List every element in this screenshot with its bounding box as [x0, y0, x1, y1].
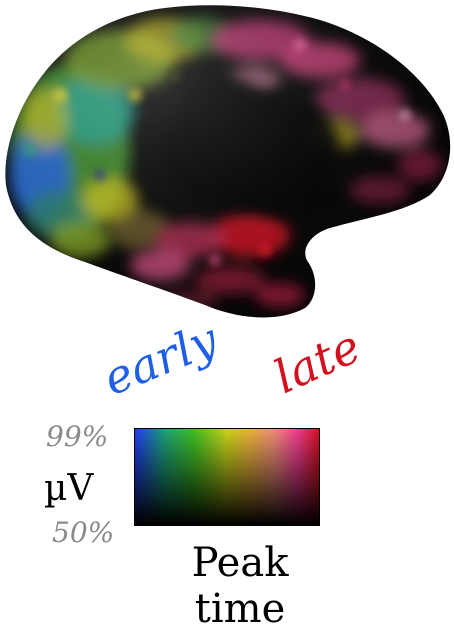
cortex-shape — [5, 5, 451, 318]
cortical-surface-map — [5, 5, 451, 318]
amplitude-high-label: 99% — [46, 420, 109, 453]
peak-time-axis-label: Peak time — [140, 540, 340, 632]
axis-label-line-1: Peak — [191, 540, 289, 586]
colormap-legend — [134, 428, 320, 526]
amplitude-low-label: 50% — [52, 516, 115, 549]
late-label: late — [266, 318, 369, 404]
axis-label-line-2: time — [194, 586, 286, 632]
amplitude-unit-label: µV — [44, 468, 94, 509]
colormap-amplitude-gradient — [135, 429, 319, 525]
